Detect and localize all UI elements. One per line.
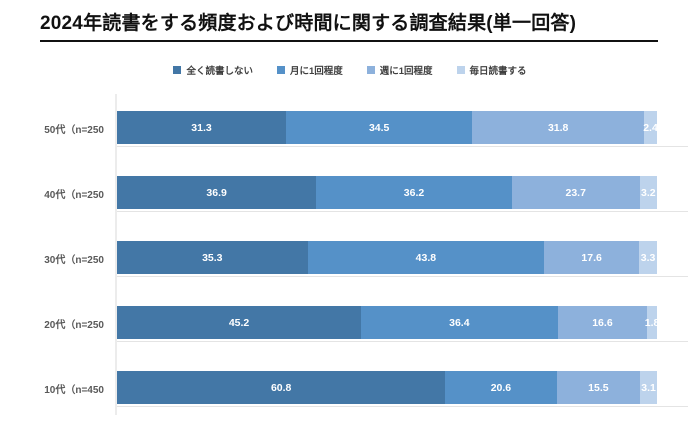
row-gridline (117, 146, 688, 147)
bar-segment: 3.1 (640, 371, 657, 404)
category-label: 20代（n=250 (44, 320, 104, 331)
bar-segment: 45.2 (117, 306, 362, 339)
legend-label: 毎日読書する (469, 66, 527, 77)
value-label: 36.4 (449, 316, 470, 329)
legend-item: 週に1回程度 (366, 63, 433, 77)
legend-item: 全く読書しない (173, 63, 253, 77)
legend-swatch-icon (276, 66, 285, 74)
bar-segment: 20.6 (445, 371, 557, 404)
value-label: 31.3 (191, 121, 212, 134)
category-label: 50代（n=250 (44, 125, 104, 136)
row-gridline (117, 341, 688, 342)
value-label: 15.5 (588, 381, 609, 394)
bar-segment: 31.3 (117, 111, 287, 144)
value-label: 1.8 (644, 316, 660, 329)
bar-row: 60.8 20.6 15.5 3.1 (117, 371, 657, 404)
category-axis-line (115, 94, 117, 415)
value-label: 3.2 (641, 186, 656, 199)
bar-segment: 36.2 (316, 176, 512, 209)
bar-segment: 15.5 (556, 371, 641, 404)
value-label: 36.2 (403, 186, 425, 199)
legend-swatch-icon (173, 66, 182, 74)
category-label: 30代（n=250 (44, 255, 104, 266)
bar-segment: 17.6 (544, 241, 640, 274)
legend-label: 週に1回程度 (379, 66, 433, 77)
bar-row: 31.3 34.5 31.8 2.4 (117, 111, 658, 144)
bar-segment: 31.8 (472, 111, 645, 144)
value-label: 43.8 (415, 251, 437, 264)
value-label: 3.3 (640, 251, 656, 264)
bar-segment: 3.2 (639, 176, 657, 209)
bar-segment: 3.3 (639, 241, 657, 274)
bar-segment: 16.6 (557, 306, 648, 339)
value-label: 17.6 (581, 251, 602, 264)
value-label: 35.3 (202, 251, 223, 264)
legend-item: 月に1回程度 (276, 63, 343, 77)
legend-label: 全く読書しない (186, 66, 253, 77)
bar-segment: 35.3 (117, 241, 308, 274)
bar-row: 35.3 43.8 17.6 3.3 (117, 241, 657, 274)
row-gridline (117, 211, 688, 212)
row-gridline (117, 406, 688, 407)
value-label: 23.7 (565, 186, 586, 199)
bar-segment: 36.9 (117, 176, 317, 209)
legend-swatch-icon (366, 66, 375, 74)
bar-segment: 1.8 (644, 306, 660, 339)
value-label: 16.6 (592, 316, 613, 329)
bar-row: 36.9 36.2 23.7 3.2 (117, 176, 657, 209)
legend: 全く読書しない 月に1回程度 週に1回程度 毎日読書する (0, 63, 700, 77)
bar-segment: 36.4 (361, 306, 558, 339)
legend-item: 毎日読書する (456, 63, 527, 77)
value-label: 3.1 (641, 381, 656, 394)
category-label: 10代（n=450 (44, 385, 104, 396)
bar-segment: 34.5 (286, 111, 473, 144)
bar-segment: 60.8 (117, 371, 446, 404)
bar-row: 45.2 36.4 16.6 1.8 (117, 306, 660, 339)
value-label: 2.4 (643, 121, 658, 134)
value-label: 60.8 (270, 381, 292, 394)
value-label: 31.8 (547, 121, 569, 134)
chart-title: 2024年読書をする頻度および時間に関する調査結果(単一回答) (40, 11, 658, 42)
bar-segment: 2.4 (643, 111, 658, 144)
category-label: 40代（n=250 (44, 190, 104, 201)
value-label: 34.5 (368, 121, 390, 134)
value-label: 36.9 (206, 186, 227, 199)
bar-segment: 23.7 (511, 176, 640, 209)
legend-swatch-icon (456, 66, 465, 74)
legend-label: 月に1回程度 (289, 66, 343, 77)
value-label: 20.6 (490, 381, 512, 394)
row-gridline (117, 276, 688, 277)
value-label: 45.2 (228, 316, 250, 329)
bar-segment: 43.8 (307, 241, 545, 274)
